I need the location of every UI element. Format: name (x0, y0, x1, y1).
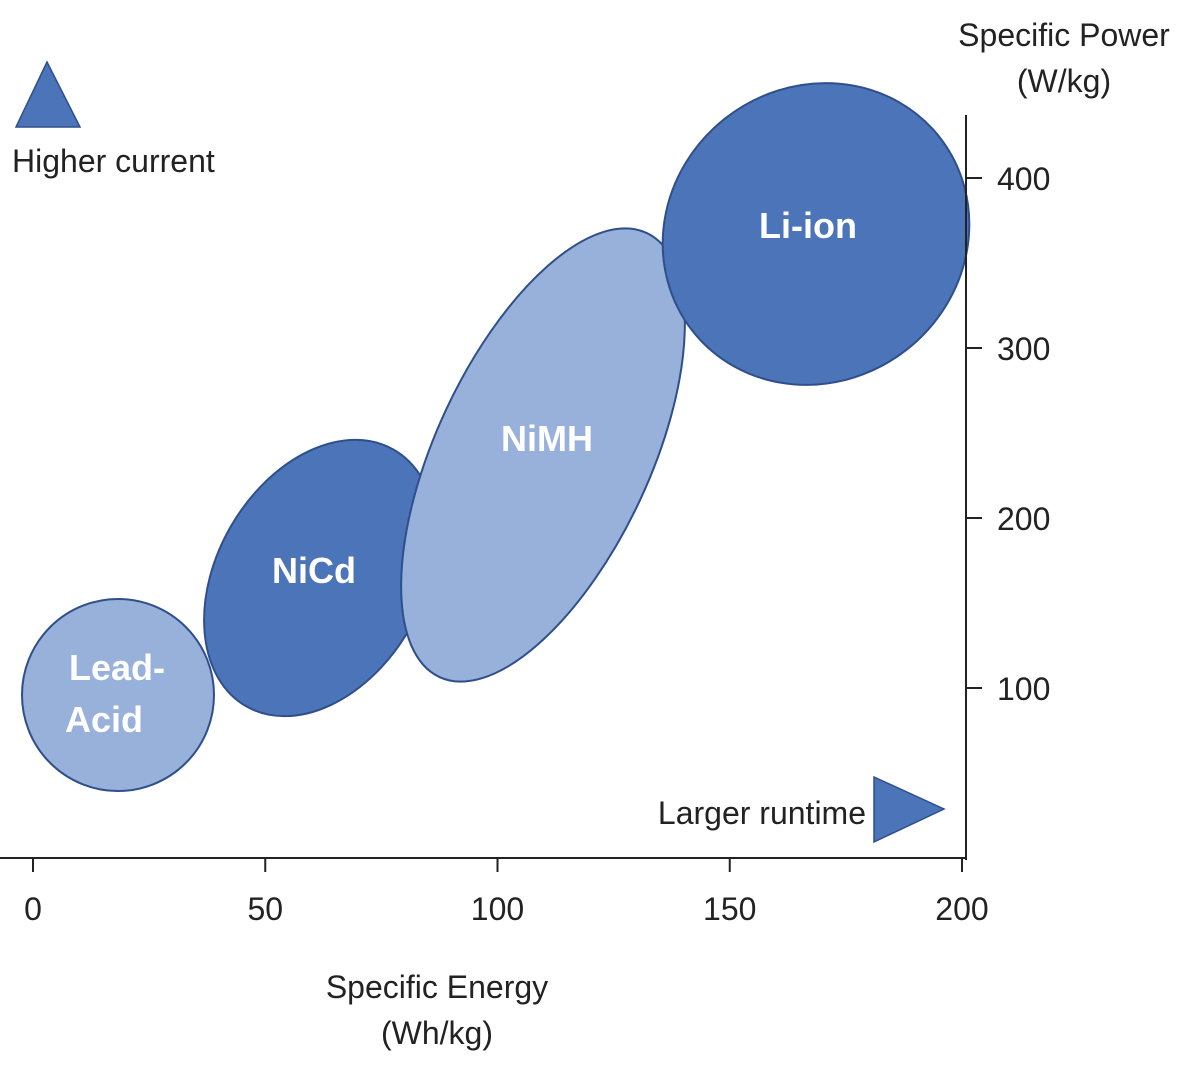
series-blob-li-ion (661, 82, 971, 386)
annotation-larger-runtime: Larger runtime (658, 775, 946, 844)
y-axis: 100 200 300 400 Specific Power (W/kg) (958, 17, 1170, 860)
label-lead-acid-line2: Acid (65, 699, 143, 740)
higher-current-label: Higher current (12, 143, 215, 179)
y-axis-label-line2: (W/kg) (1017, 63, 1111, 99)
right-arrow-icon (873, 775, 946, 844)
y-tick-label: 100 (997, 671, 1050, 707)
y-tick-label: 300 (997, 331, 1050, 367)
blob-labels: Lead- Acid NiCd NiMH Li-ion (65, 205, 857, 740)
larger-runtime-label: Larger runtime (658, 795, 866, 831)
label-li-ion: Li-ion (759, 205, 857, 246)
x-tick-label: 0 (24, 891, 42, 927)
annotation-higher-current: Higher current (12, 60, 215, 179)
y-tick-label: 200 (997, 501, 1050, 537)
y-axis-label-line1: Specific Power (958, 17, 1170, 53)
series-blob-lead-acid (21, 598, 215, 792)
plot-area (21, 82, 971, 792)
series-blob-nimh (400, 227, 686, 683)
label-nicd: NiCd (272, 550, 356, 591)
y-tick-label: 400 (997, 161, 1050, 197)
x-axis: 0 50 100 150 200 Specific Energy (Wh/kg) (0, 857, 989, 1051)
x-tick-label: 50 (247, 891, 283, 927)
x-axis-label-line2: (Wh/kg) (381, 1015, 493, 1051)
y-axis-ticks: 100 200 300 400 (966, 161, 1050, 707)
x-tick-label: 100 (471, 891, 524, 927)
up-arrow-icon (14, 60, 82, 128)
x-tick-label: 200 (935, 891, 988, 927)
x-tick-label: 150 (703, 891, 756, 927)
x-axis-ticks: 0 50 100 150 200 (24, 858, 989, 927)
label-nimh: NiMH (501, 418, 593, 459)
label-lead-acid-line1: Lead- (69, 647, 165, 688)
x-axis-label-line1: Specific Energy (326, 969, 548, 1005)
